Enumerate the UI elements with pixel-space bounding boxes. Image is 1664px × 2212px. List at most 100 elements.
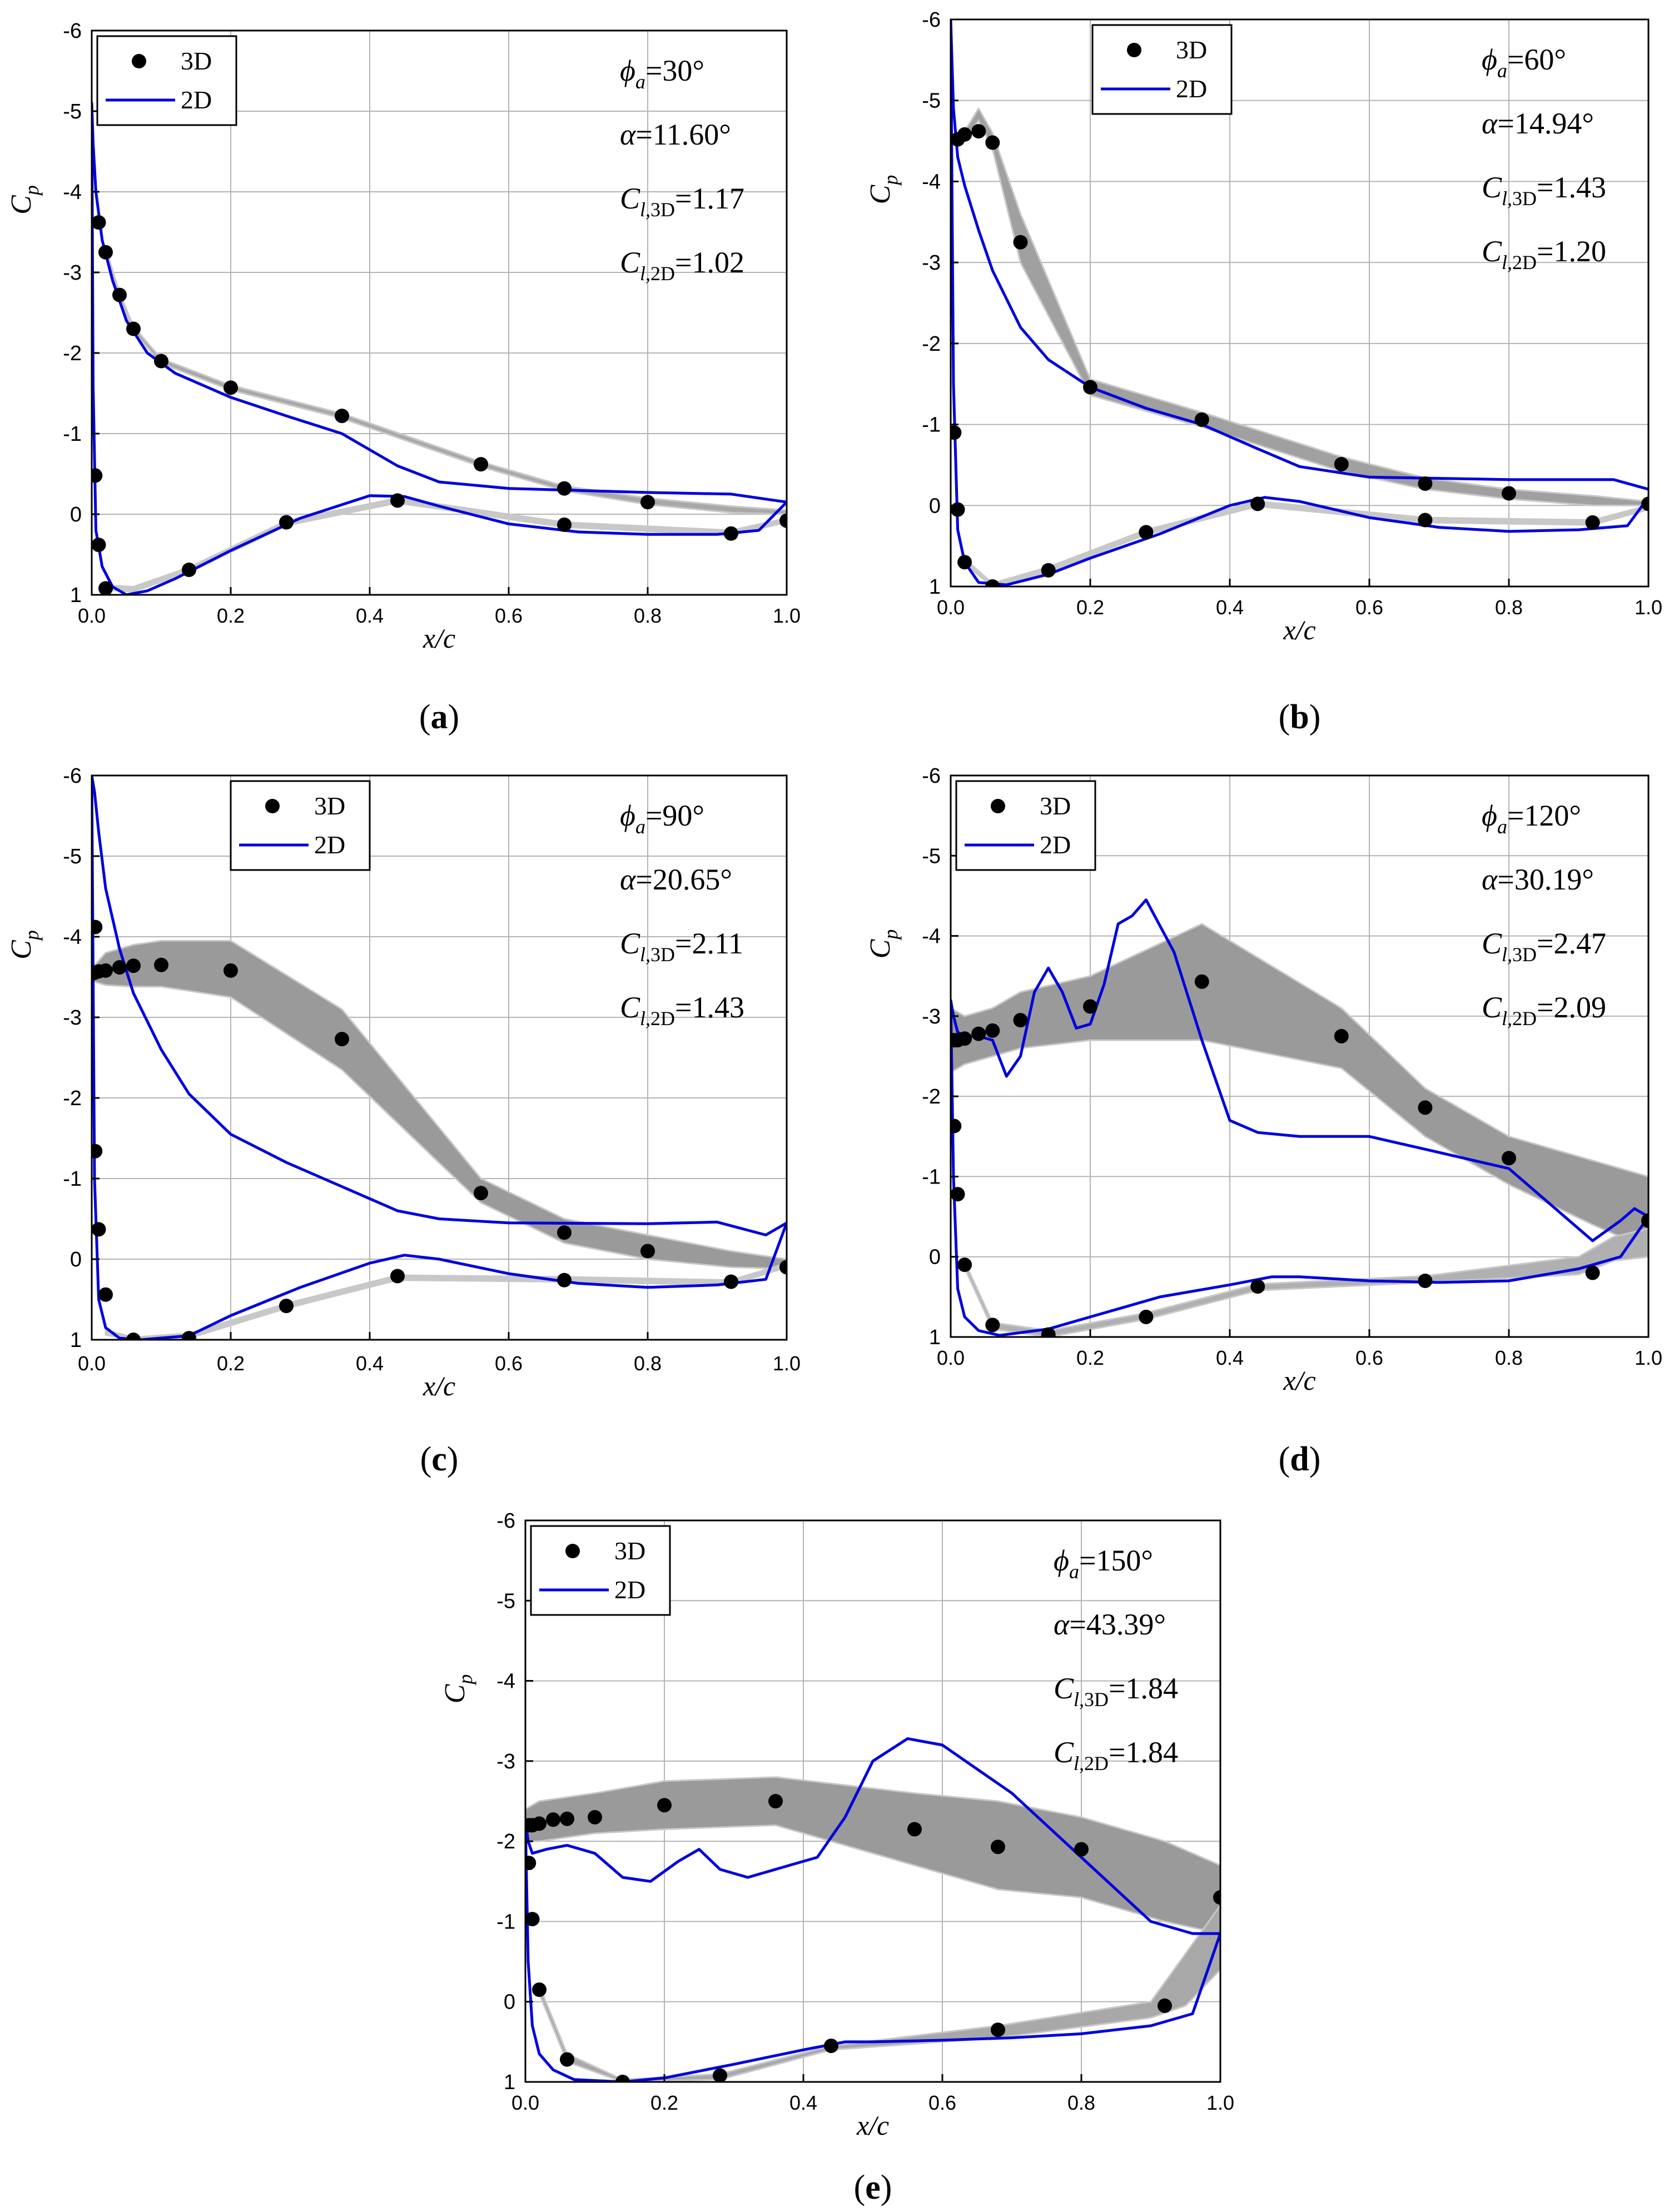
- panel-label-letter-c: c: [431, 1440, 447, 1478]
- y-tick-label-c-2: -4: [63, 926, 82, 949]
- data-point-3d-c-9: [474, 1186, 488, 1201]
- panel-label-open-d: (: [1279, 1440, 1290, 1478]
- panel-label-open-c: (: [420, 1440, 432, 1478]
- x-tick-label-d-0: 0.0: [937, 1346, 965, 1369]
- y-tick-label-d-7: 1: [929, 1326, 941, 1349]
- y-axis-label-sub-d: p: [880, 929, 902, 941]
- annotation-symbol-b-1: α: [1482, 107, 1498, 140]
- chart-panel-d: 0.0 0.2 0.4 0.6 0.8 1.0 -6 -5 -4 -3 -2 -1 0 1 x/c Cp 3D 2…: [834, 750, 1664, 1490]
- annotation-subscript-italic-a-2: l,: [640, 198, 650, 221]
- annotation-a-2: Cl,3D=1.17: [620, 182, 744, 221]
- y-axis-label-e: Cp: [439, 1674, 476, 1704]
- data-point-3d-a-1: [92, 215, 106, 230]
- data-point-3d-b-20: [951, 425, 962, 440]
- x-tick-label-d-2: 0.4: [1216, 1346, 1244, 1369]
- y-tick-label-b-0: -6: [922, 8, 941, 32]
- annotation-symbol-d-2: C: [1482, 927, 1502, 960]
- data-point-3d-c-15: [390, 1269, 405, 1284]
- y-tick-label-a-2: -4: [63, 181, 82, 204]
- chart-panel-e: 0.0 0.2 0.4 0.6 0.8 1.0 -6 -5 -4 -3 -2 -1 0 1 x/c Cp 3D 2…: [417, 1495, 1251, 2209]
- series-line-2d-c: [92, 776, 787, 1340]
- chart-svg-b: 0.0 0.2 0.4 0.6 0.8 1.0 -6 -5 -4 -3 -2 -1 0 1 x/c Cp 3D 2…: [865, 8, 1662, 736]
- annotation-e-2: Cl,3D=1.84: [1054, 1672, 1178, 1711]
- y-tick-label-c-3: -3: [63, 1006, 82, 1030]
- annotation-subscript-italic-b-2: l,: [1502, 187, 1512, 210]
- panel-label-d: (d): [1279, 1440, 1321, 1478]
- y-axis-label-sub-a: p: [21, 185, 43, 197]
- data-point-3d-e-3: [546, 1812, 560, 1827]
- y-tick-label-c-4: -2: [63, 1087, 82, 1110]
- annotation-subscript-italic-d-2: l,: [1502, 943, 1512, 966]
- data-point-3d-e-5: [588, 1810, 602, 1825]
- annotation-d-3: Cl,2D=2.09: [1482, 991, 1606, 1030]
- y-axis-label-sub-c: p: [21, 930, 43, 942]
- data-point-3d-e-4: [560, 1811, 574, 1826]
- uncertainty-band-a-0: [105, 248, 787, 515]
- data-point-3d-a-17: [98, 581, 113, 595]
- legend-label-2d-d: 2D: [1040, 831, 1071, 859]
- uncertainty-band-b-1: [963, 500, 1648, 586]
- x-tick-label-e-5: 1.0: [1206, 2091, 1234, 2114]
- annotation-symbol-d-3: C: [1482, 991, 1502, 1024]
- data-point-3d-b-3: [971, 124, 986, 139]
- y-tick-label-b-7: 1: [929, 575, 941, 599]
- plot-frame-e: [524, 1519, 1221, 2083]
- x-tick-label-b-3: 0.6: [1355, 596, 1383, 619]
- uncertainty-band-c-0: [92, 940, 787, 1270]
- annotation-subscript-d-2: l,3D: [1502, 943, 1537, 966]
- x-tick-label-c-1: 0.2: [217, 1352, 245, 1375]
- y-tick-label-e-0: -6: [496, 1509, 515, 1533]
- annotation-subscript-b-0: a: [1497, 59, 1507, 82]
- panel-label-letter-a: a: [431, 698, 448, 736]
- y-axis-label-sub-e: p: [454, 1674, 476, 1686]
- data-point-3d-c-3: [98, 963, 113, 978]
- data-point-3d-c-8: [335, 1032, 349, 1047]
- y-tick-label-e-1: -5: [496, 1589, 515, 1613]
- annotation-symbol-a-2: C: [620, 182, 640, 215]
- data-point-3d-e-11: [1158, 1998, 1172, 2013]
- data-point-3d-a-19: [92, 468, 103, 483]
- data-point-3d-c-11: [640, 1244, 655, 1259]
- data-point-3d-d-3: [971, 1026, 986, 1041]
- panel-label-a: (a): [419, 698, 459, 736]
- annotation-symbol-e-2: C: [1054, 1672, 1074, 1705]
- x-tick-label-e-4: 0.8: [1067, 2091, 1095, 2114]
- chart-svg-c: 0.0 0.2 0.4 0.6 0.8 1.0 -6 -5 -4 -3 -2 -1 0 1 x/c Cp 3D 2…: [6, 764, 801, 1478]
- annotation-subscript-d-3: l,2D: [1502, 1007, 1537, 1030]
- x-tick-label-a-5: 1.0: [773, 604, 801, 627]
- data-point-3d-d-13: [1418, 1274, 1433, 1288]
- data-point-3d-b-14: [1250, 496, 1265, 511]
- annotation-symbol-e-1: α: [1054, 1608, 1070, 1641]
- y-tick-label-e-7: 1: [504, 2071, 515, 2094]
- data-point-3d-a-13: [557, 517, 572, 532]
- data-point-3d-d-15: [1139, 1309, 1154, 1324]
- data-point-3d-b-16: [1041, 563, 1056, 578]
- plot-area-e: [525, 1520, 1220, 2082]
- y-axis-label-c: Cp: [6, 930, 43, 960]
- annotation-value-d-0: =120°: [1507, 799, 1581, 832]
- annotation-subscript-italic-c-3: l,: [640, 1007, 650, 1030]
- data-point-3d-e-2: [532, 1816, 547, 1831]
- x-tick-label-d-4: 0.8: [1495, 1346, 1523, 1369]
- y-tick-label-d-1: -5: [922, 844, 941, 868]
- annotation-b-2: Cl,3D=1.43: [1482, 171, 1606, 210]
- annotation-subscript-italic-d-3: l,: [1502, 1007, 1512, 1030]
- y-tick-label-e-5: -1: [496, 1910, 515, 1933]
- annotation-value-e-2: =1.84: [1109, 1672, 1178, 1705]
- annotation-subscript-c-2: l,3D: [640, 943, 675, 966]
- legend-label-3d-c: 3D: [314, 792, 345, 820]
- x-tick-label-c-5: 1.0: [773, 1352, 801, 1375]
- data-point-3d-e-17: [560, 2052, 574, 2067]
- annotation-subscript-rest-c-3: 2D: [650, 1007, 675, 1030]
- legend-label-2d-c: 2D: [314, 831, 345, 859]
- series-group-e: [525, 1737, 1220, 2082]
- series-group-b: [951, 19, 1648, 586]
- data-point-3d-c-6: [154, 957, 168, 972]
- legend-label-2d-a: 2D: [181, 86, 212, 114]
- legend-label-3d-e: 3D: [614, 1537, 645, 1565]
- panel-label-letter-b: b: [1290, 698, 1309, 736]
- annotation-subscript-b-2: l,3D: [1502, 187, 1537, 210]
- y-axis-label-d: Cp: [865, 929, 902, 959]
- x-tick-label-d-3: 0.6: [1355, 1346, 1383, 1369]
- x-tick-label-a-0: 0.0: [78, 604, 106, 627]
